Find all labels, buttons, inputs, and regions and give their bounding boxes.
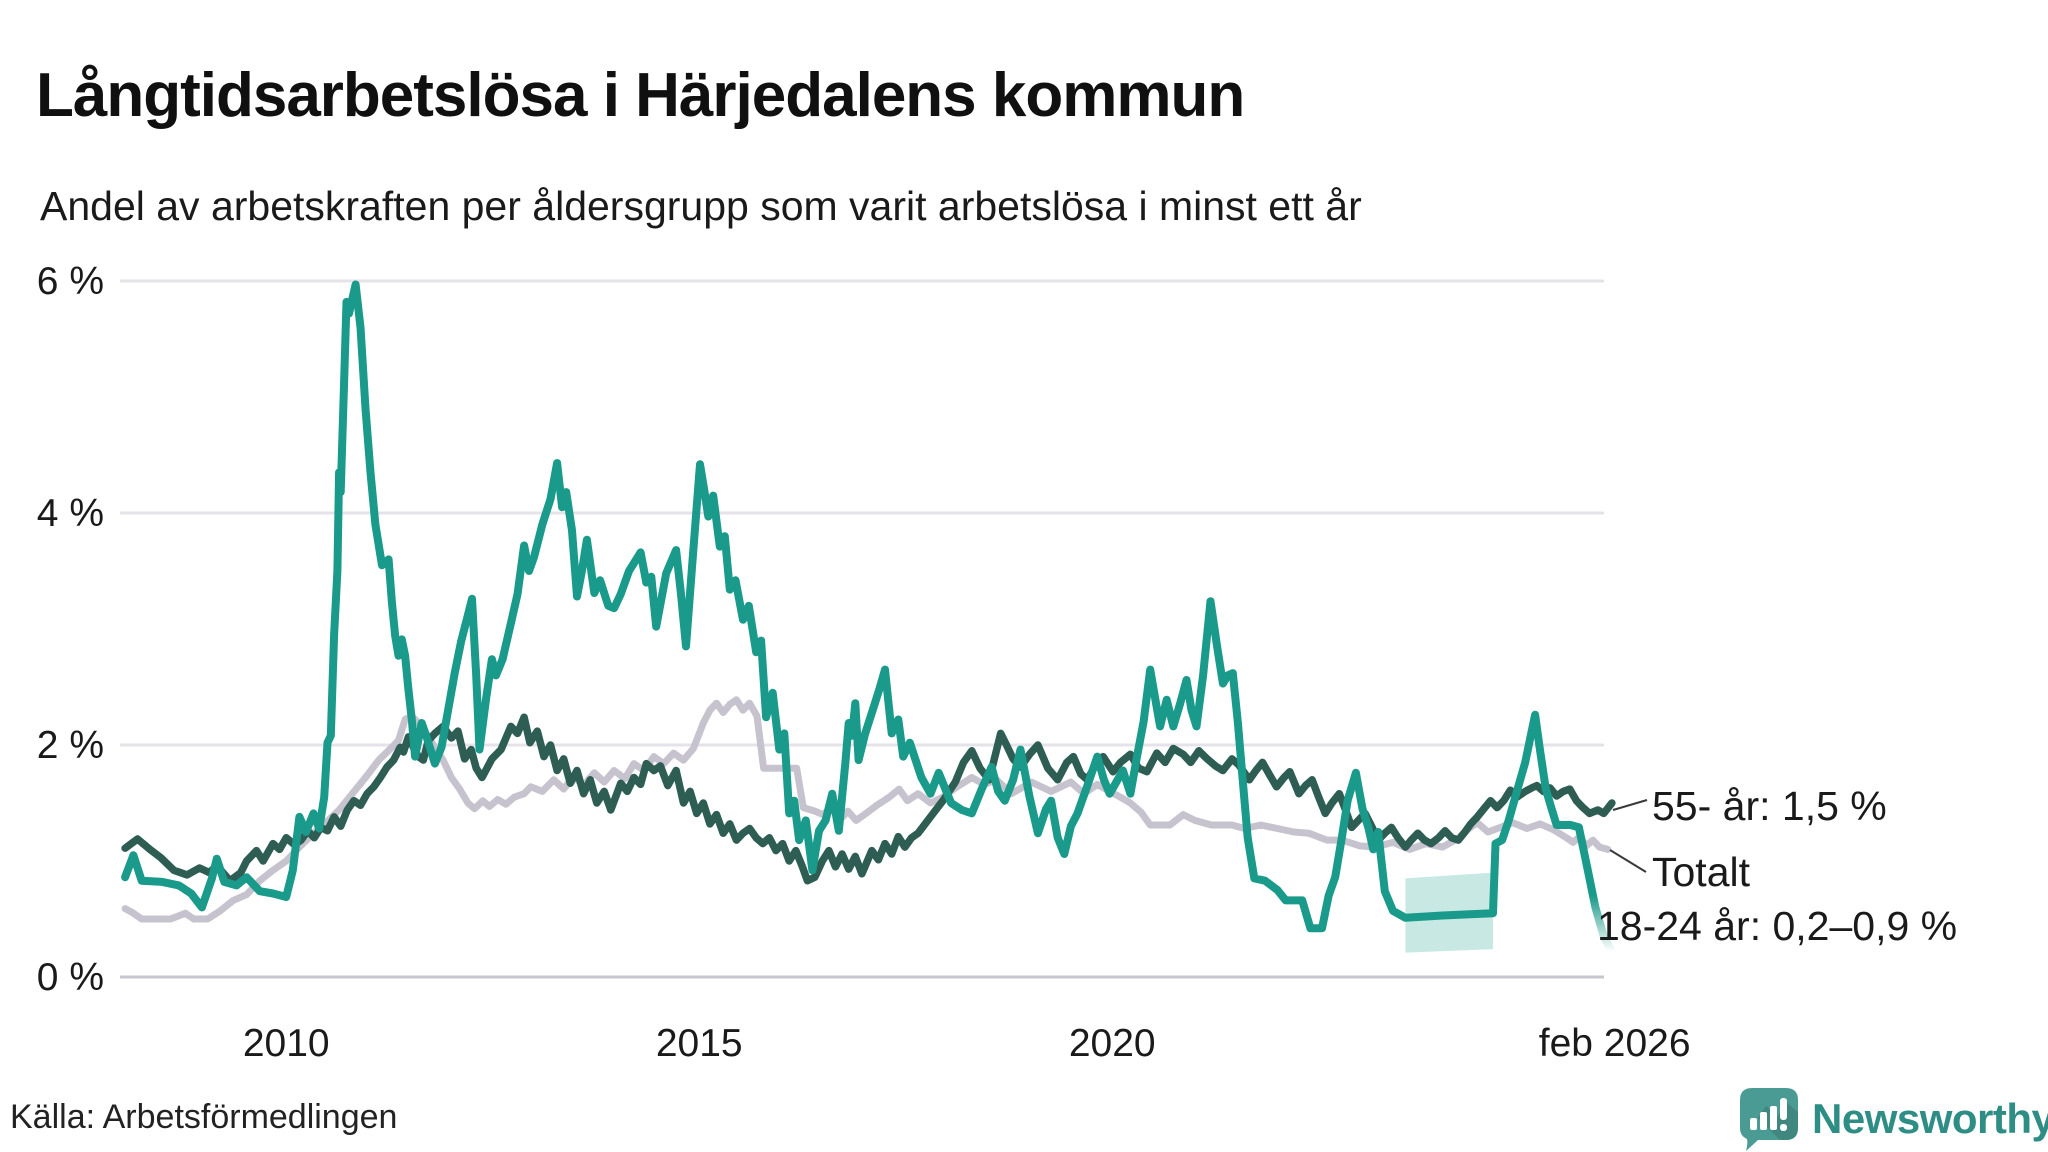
logo-bubble-shadow [1758, 1102, 1798, 1140]
series-line-fade-18-24-år [1574, 823, 1616, 956]
y-tick-label: 2 % [37, 724, 104, 767]
series-line-totalt [121, 696, 1612, 923]
y-tick-label: 4 % [37, 492, 104, 535]
series-line-18-24-år [121, 280, 1583, 933]
series-end-label: Totalt [1652, 849, 1751, 895]
logo-bars [1750, 1098, 1787, 1131]
series-line-55-år [121, 713, 1616, 885]
chart-title: Långtidsarbetslösa i Härjedalens kommun [36, 60, 1245, 130]
newsworthy-logo: Newsworthy [1738, 1086, 2048, 1152]
x-tick-label: feb 2026 [1539, 1022, 1691, 1065]
annotation-connector [1612, 799, 1648, 811]
series-end-label: 18-24 år: 0,2–0,9 % [1597, 903, 1957, 949]
chart-subtitle: Andel av arbetskraften per åldersgrupp s… [40, 183, 1362, 229]
x-tick-label: 2020 [1069, 1022, 1156, 1065]
annotation-connector [1609, 849, 1647, 873]
x-tick-label: 2015 [656, 1022, 743, 1065]
newsworthy-logo-icon [1740, 1088, 1798, 1151]
y-tick-label: 6 % [37, 260, 104, 303]
newsworthy-logo-text: Newsworthy [1812, 1095, 2048, 1142]
x-tick-label: 2010 [243, 1022, 330, 1065]
y-tick-label: 0 % [37, 956, 104, 999]
source-note: Källa: Arbetsförmedlingen [10, 1098, 398, 1136]
series-end-label: 55- år: 1,5 % [1652, 783, 1887, 829]
